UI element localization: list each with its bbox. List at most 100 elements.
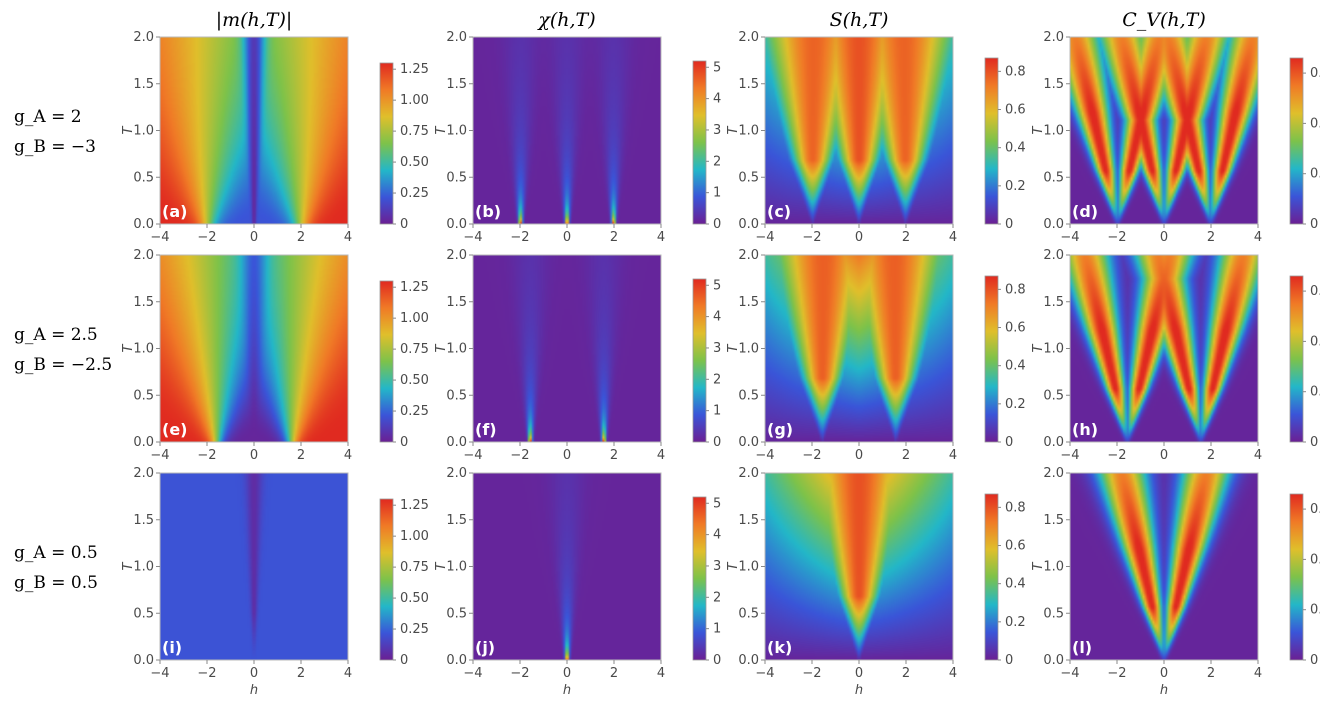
colorbar-tick-label: 0 [1005, 435, 1013, 450]
x-tick-label: −2 [510, 230, 529, 245]
x-tick-label: 2 [610, 448, 618, 463]
x-tick-label: −2 [802, 666, 821, 681]
colorbar-gradient [1289, 275, 1304, 443]
colorbar-gradient [984, 275, 999, 443]
x-tick-label: −2 [1107, 448, 1126, 463]
x-tick-label: 4 [657, 448, 665, 463]
x-tick-label: 2 [610, 666, 618, 681]
colorbar-tick-label: 3 [713, 123, 721, 138]
x-tick-label: −2 [197, 666, 216, 681]
column-title: χ(h,T) [536, 9, 595, 31]
heatmap-panel: (c) −4 −2 0 2 4 0.0 0.5 1.0 1.5 2.0 T 0 0.2 0.4 0.6 0.8 [726, 30, 1026, 245]
y-axis-label: T [121, 343, 136, 352]
y-tick-label: 0.0 [1043, 435, 1064, 450]
colorbar-tick-label: 0.4 [1005, 359, 1026, 374]
x-tick-label: 4 [344, 448, 352, 463]
x-tick-label: −2 [802, 448, 821, 463]
x-tick-label: 0 [250, 448, 258, 463]
panel-label: (j) [475, 638, 495, 657]
x-tick-label: 0 [250, 230, 258, 245]
x-tick-label: −2 [510, 448, 529, 463]
heatmap-panel: (f) −4 −2 0 2 4 0.0 0.5 1.0 1.5 2.0 T 0 1 2 3 4 5 [434, 248, 721, 463]
y-tick-label: 1.0 [133, 124, 154, 139]
colorbar: 0 1 2 3 4 5 [692, 496, 721, 668]
x-tick-label: 4 [949, 230, 957, 245]
x-tick-label: 2 [610, 230, 618, 245]
column-title: |m(h,T)| [216, 9, 293, 31]
panel-label: (b) [475, 202, 501, 221]
x-tick-label: 4 [657, 666, 665, 681]
colorbar-tick-label: 3 [713, 341, 721, 356]
x-tick-label: 4 [1254, 666, 1262, 681]
column-title: S(h,T) [830, 9, 889, 31]
heatmap-image [765, 255, 953, 442]
colorbar: 0 1 2 3 4 5 [692, 278, 721, 450]
heatmap-image [765, 37, 953, 224]
y-tick-label: 2.0 [738, 248, 759, 263]
colorbar-tick-label: 4 [713, 310, 721, 325]
colorbar-tick-label: 0.4 [1310, 552, 1320, 567]
colorbar-tick-label: 0.6 [1310, 502, 1320, 517]
y-tick-label: 0.5 [1043, 170, 1064, 185]
colorbar-tick-label: 0.6 [1310, 66, 1320, 81]
colorbar-tick-label: 0 [713, 653, 721, 668]
row-label: g_A = 2.5 [14, 325, 98, 345]
y-tick-label: 1.0 [446, 124, 467, 139]
x-tick-label: 2 [297, 230, 305, 245]
colorbar-tick-label: 0 [1005, 217, 1013, 232]
y-tick-label: 0.0 [133, 653, 154, 668]
y-tick-label: 0.5 [738, 388, 759, 403]
heatmap-panel: (b) −4 −2 0 2 4 0.0 0.5 1.0 1.5 2.0 T 0 1 2 3 4 5 [434, 30, 721, 245]
colorbar-tick-label: 2 [713, 590, 721, 605]
colorbar-tick-label: 0.4 [1005, 141, 1026, 156]
x-tick-label: 0 [855, 448, 863, 463]
x-tick-label: 0 [250, 666, 258, 681]
colorbar-tick-label: 0 [1005, 653, 1013, 668]
y-tick-label: 0.5 [1043, 606, 1064, 621]
x-tick-label: −2 [1107, 230, 1126, 245]
colorbar-tick-label: 0.75 [400, 560, 429, 575]
x-tick-label: −2 [197, 448, 216, 463]
colorbar-tick-label: 0.2 [1005, 179, 1026, 194]
panel-label: (a) [162, 202, 187, 221]
y-tick-label: 1.5 [738, 513, 759, 528]
colorbar: 0 0.25 0.50 0.75 1.00 1.25 [379, 62, 429, 232]
colorbar-tick-label: 0.25 [400, 404, 429, 419]
y-axis-label: T [726, 125, 741, 134]
y-tick-label: 2.0 [133, 248, 154, 263]
colorbar-tick-label: 0.2 [1310, 167, 1320, 182]
y-tick-label: 1.0 [446, 342, 467, 357]
y-tick-label: 1.5 [1043, 513, 1064, 528]
y-tick-label: 0.5 [738, 606, 759, 621]
heatmap-image [1070, 37, 1258, 224]
colorbar-tick-label: 0.50 [400, 591, 429, 606]
row-label: g_B = −2.5 [14, 355, 112, 375]
y-tick-label: 1.5 [133, 295, 154, 310]
colorbar-tick-label: 5 [713, 60, 721, 75]
heatmap-image [160, 255, 348, 442]
y-tick-label: 0.0 [133, 217, 154, 232]
x-tick-label: −4 [463, 230, 482, 245]
colorbar-gradient [692, 60, 707, 225]
heatmap-panel: (k) −4 −2 0 2 4 0.0 0.5 1.0 1.5 2.0 Th 0 0.2 0.4 0.6 0.8 [726, 466, 1026, 698]
x-tick-label: −4 [755, 230, 774, 245]
y-axis-label: T [726, 343, 741, 352]
y-tick-label: 1.0 [738, 124, 759, 139]
colorbar: 0 0.2 0.4 0.6 [1289, 57, 1320, 232]
x-tick-label: 0 [563, 448, 571, 463]
colorbar-tick-label: 1.00 [400, 311, 429, 326]
x-tick-label: 4 [344, 230, 352, 245]
colorbar-tick-label: 0.6 [1005, 539, 1026, 554]
panel-label: (e) [162, 420, 187, 439]
y-tick-label: 2.0 [446, 466, 467, 481]
x-tick-label: −4 [1060, 666, 1079, 681]
colorbar-tick-label: 4 [713, 92, 721, 107]
x-axis-label: h [563, 683, 571, 698]
heatmap-image [1070, 473, 1258, 660]
y-tick-label: 0.0 [1043, 653, 1064, 668]
colorbar-tick-label: 1 [713, 186, 721, 201]
colorbar-tick-label: 2 [713, 372, 721, 387]
heatmap-image [473, 255, 661, 442]
y-axis-label: T [726, 561, 741, 570]
heatmap-image [473, 37, 661, 224]
